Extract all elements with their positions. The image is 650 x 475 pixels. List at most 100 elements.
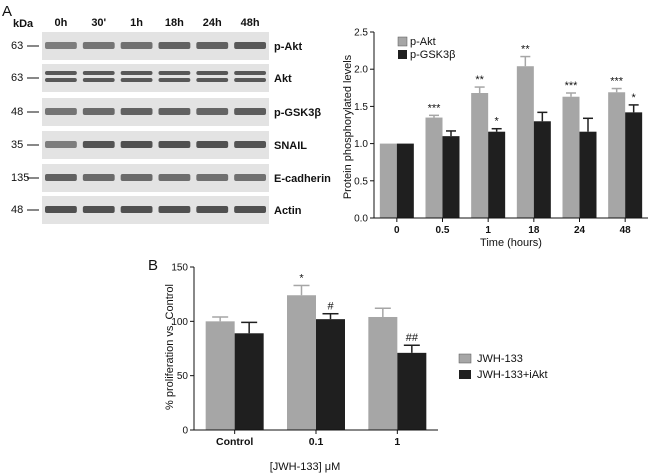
blot-band — [45, 206, 77, 213]
y-tick-label: 0.0 — [354, 214, 368, 225]
significance-label: *** — [565, 80, 579, 92]
blot-band — [120, 206, 153, 213]
blot-band — [82, 71, 115, 75]
kda-marker: 63 — [11, 40, 23, 52]
timepoint-label: 30' — [91, 17, 106, 29]
y-tick-label: 1.5 — [354, 102, 368, 113]
blot-band — [45, 108, 77, 115]
bar-0-4 — [562, 96, 580, 218]
kda-marker: 35 — [11, 139, 23, 151]
blot-band — [82, 108, 115, 115]
blot-band — [196, 78, 229, 82]
significance-label: *** — [428, 102, 442, 114]
blot-band — [234, 108, 266, 115]
x-tick-label: 0 — [394, 225, 400, 236]
chart-a-xlabel: Time (hours) — [480, 237, 542, 249]
chart-a-ylabel: Protein phosphorylated levels — [342, 54, 354, 199]
protein-label: p-GSK3β — [274, 107, 321, 119]
blot-band — [234, 78, 266, 82]
y-tick-label: 0 — [182, 426, 188, 437]
x-tick-label: 48 — [620, 225, 632, 236]
blot-row-snail: 35 SNAIL — [11, 131, 307, 159]
significance-label: * — [495, 116, 500, 128]
bar-0-3 — [516, 66, 534, 218]
legend-swatch-jwh133 — [458, 353, 472, 364]
protein-label: p-Akt — [274, 41, 302, 53]
bar-0-0 — [205, 321, 235, 430]
x-tick-label: 0.5 — [436, 225, 450, 236]
blot-band — [45, 78, 77, 82]
y-tick-label: 150 — [171, 263, 188, 274]
legend-label-p-akt: p-Akt — [410, 36, 436, 48]
blot-band — [45, 174, 77, 181]
blot-band — [120, 42, 153, 49]
blot-band — [82, 42, 115, 49]
blot-row-actin: 48 Actin — [11, 196, 302, 224]
bar-0-1 — [287, 295, 316, 430]
significance-label: *** — [610, 76, 624, 88]
panel-b-label: B — [148, 257, 158, 274]
kda-marker: 48 — [11, 106, 23, 118]
blot-band — [196, 206, 229, 213]
blot-band — [82, 206, 115, 213]
x-tick-label: 1 — [394, 436, 400, 448]
blot-band — [120, 78, 153, 82]
blot-band — [82, 141, 115, 148]
significance-label: ** — [521, 44, 530, 56]
y-tick-label: 2.5 — [354, 28, 368, 39]
blot-band — [234, 206, 266, 213]
chart-a-legend: p-Akt p-GSK3β — [397, 36, 455, 61]
blot-band — [158, 42, 191, 49]
western-blot: kDa 0h 30' 1h 18h 24h 48h 63 p-Akt 63 Akt 48 p-GSK… — [11, 17, 331, 224]
legend-swatch-p-akt — [397, 36, 408, 47]
legend-label-jwh133-iakt: JWH-133+iAkt — [477, 369, 548, 381]
blot-strip — [42, 196, 269, 224]
x-tick-label: 0.1 — [309, 436, 324, 448]
y-tick-label: 2.0 — [354, 65, 368, 76]
blot-strip — [42, 98, 269, 126]
blot-rows: 63 p-Akt 63 Akt 48 p-GSK3β 35 SNAIL 135 E-cadheri… — [11, 32, 331, 224]
x-tick-label: 18 — [528, 225, 540, 236]
blot-row-e-cadherin: 135 E-cadherin — [11, 164, 331, 192]
protein-label: SNAIL — [274, 140, 307, 152]
blot-row-akt: 63 Akt — [11, 64, 292, 92]
blot-band — [45, 42, 77, 49]
blot-band — [196, 141, 229, 148]
blot-row-p-gsk3-: 48 p-GSK3β — [11, 98, 321, 126]
bar-1-5 — [625, 112, 643, 218]
bar-1-0 — [396, 143, 414, 218]
blot-band — [158, 141, 191, 148]
significance-label: # — [327, 301, 334, 313]
kda-marker: 48 — [11, 204, 23, 216]
significance-label: ** — [475, 74, 484, 86]
bar-1-3 — [533, 121, 551, 218]
blot-row-p-akt: 63 p-Akt — [11, 32, 302, 60]
bar-0-2 — [471, 93, 489, 218]
timepoint-label: 0h — [54, 17, 67, 29]
blot-strip — [42, 64, 269, 92]
chart-b-ylabel: % proliferation vs. Control — [164, 284, 176, 410]
protein-label: Akt — [274, 73, 292, 85]
chart-b-xlabel: [JWH-133] μM — [270, 461, 341, 473]
blot-band — [45, 141, 77, 148]
blot-band — [234, 71, 266, 75]
legend-swatch-p-gsk3b — [398, 50, 407, 59]
blot-band — [158, 206, 191, 213]
blot-band — [234, 141, 266, 148]
blot-strip — [42, 131, 269, 159]
x-tick-label: 24 — [574, 225, 586, 236]
y-tick-label: 50 — [177, 371, 189, 382]
blot-band — [120, 174, 153, 181]
chart-a-axes: 0.0 0.5 1.0 1.5 2.0 2.5 0 0.5 1 18 24 48 — [354, 28, 648, 236]
chart-a-phosphorylation: *********** **** 0.00.51.01.52.02.50 0.5 1 1… — [342, 28, 648, 249]
bar-1-1 — [442, 136, 460, 218]
timepoint-label: 18h — [165, 17, 184, 29]
blot-band — [158, 108, 191, 115]
blot-band — [120, 141, 153, 148]
legend-label-jwh133: JWH-133 — [477, 353, 523, 365]
panel-a-label: A — [2, 3, 12, 20]
blot-band — [234, 174, 266, 181]
chart-b-legend: JWH-133 JWH-133+iAkt — [458, 353, 548, 381]
